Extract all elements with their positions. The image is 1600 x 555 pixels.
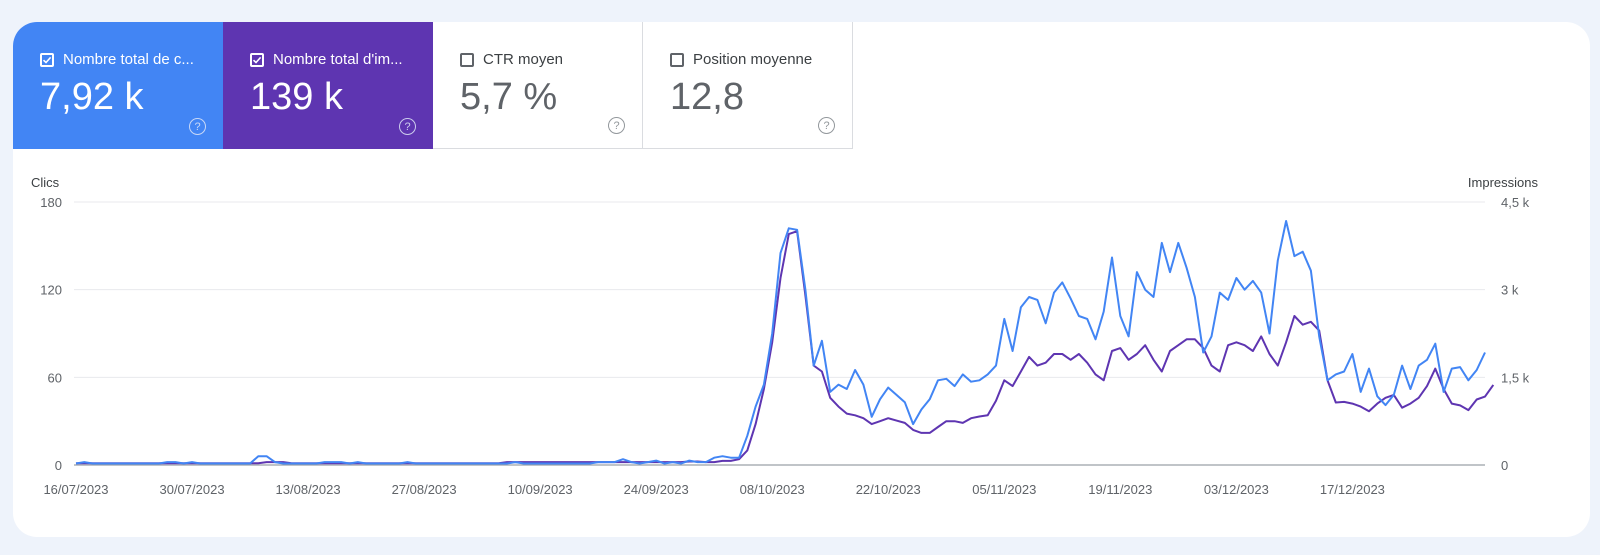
checkbox-checked-icon[interactable]: [250, 52, 264, 67]
metric-tiles: Nombre total de c... 7,92 k ? Nombre tot…: [13, 22, 853, 149]
x-tick-label: 10/09/2023: [508, 482, 573, 497]
x-tick-label: 27/08/2023: [392, 482, 457, 497]
metric-value: 12,8: [670, 76, 744, 118]
metric-tile-average-ctr[interactable]: CTR moyen 5,7 % ?: [433, 22, 643, 149]
y-tick-label-right: 1,5 k: [1501, 370, 1530, 385]
y-tick-label-right: 0: [1501, 458, 1508, 473]
clicks-series-line: [75, 220, 1486, 465]
performance-line-chart[interactable]: Clics Impressions 0 0 60 1,5 k 120 3 k 180 4,5 …: [13, 22, 1590, 537]
impressions-series-line: [76, 230, 1495, 465]
metric-tile-total-clicks[interactable]: Nombre total de c... 7,92 k ?: [13, 22, 223, 149]
help-icon[interactable]: ?: [608, 117, 625, 134]
x-tick-label: 08/10/2023: [740, 482, 805, 497]
checkbox-unchecked-icon[interactable]: [460, 52, 474, 67]
x-tick-label: 17/12/2023: [1320, 482, 1385, 497]
metric-tile-total-impressions[interactable]: Nombre total d'im... 139 k ?: [223, 22, 433, 149]
metric-value: 139 k: [250, 76, 343, 118]
metric-value: 5,7 %: [460, 76, 558, 118]
y-tick-label-left: 180: [40, 195, 62, 210]
help-icon[interactable]: ?: [399, 118, 416, 135]
help-icon[interactable]: ?: [818, 117, 835, 134]
x-tick-label: 03/12/2023: [1204, 482, 1269, 497]
x-tick-label: 30/07/2023: [159, 482, 224, 497]
metric-value: 7,92 k: [40, 76, 144, 118]
y-tick-label-left: 0: [55, 458, 62, 473]
performance-card: Nombre total de c... 7,92 k ? Nombre tot…: [13, 22, 1590, 537]
y-tick-label-right: 4,5 k: [1501, 195, 1530, 210]
help-icon[interactable]: ?: [189, 118, 206, 135]
y-tick-label-left: 60: [48, 370, 62, 385]
y-tick-label-left: 120: [40, 283, 62, 298]
x-tick-label: 19/11/2023: [1088, 482, 1152, 497]
x-tick-label: 22/10/2023: [856, 482, 921, 497]
metric-tile-average-position[interactable]: Position moyenne 12,8 ?: [643, 22, 853, 149]
x-tick-label: 24/09/2023: [624, 482, 689, 497]
x-tick-label: 05/11/2023: [972, 482, 1036, 497]
y-axis-title-left: Clics: [31, 175, 60, 190]
y-axis-title-right: Impressions: [1468, 175, 1539, 190]
x-tick-label: 13/08/2023: [276, 482, 341, 497]
checkbox-checked-icon[interactable]: [40, 52, 54, 67]
y-tick-label-right: 3 k: [1501, 283, 1519, 298]
checkbox-unchecked-icon[interactable]: [670, 52, 684, 67]
x-tick-label: 16/07/2023: [43, 482, 108, 497]
